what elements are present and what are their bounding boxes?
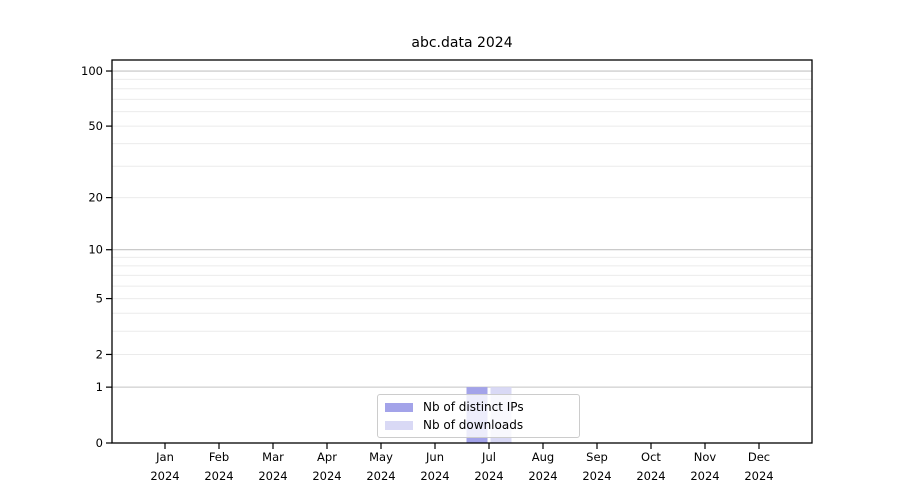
- legend-item-downloads: Nb of downloads: [385, 417, 579, 433]
- legend-swatch-downloads: [385, 420, 413, 430]
- y-tick-label: 20: [88, 191, 103, 205]
- x-tick-label-year: 2024: [366, 469, 395, 483]
- x-tick-label-year: 2024: [312, 469, 341, 483]
- x-tick-label-year: 2024: [744, 469, 773, 483]
- x-tick-label-month: Feb: [209, 450, 229, 464]
- x-tick-label-month: Dec: [748, 450, 770, 464]
- legend-item-distinct-ips: Nb of distinct IPs: [385, 399, 579, 415]
- x-tick-label-year: 2024: [690, 469, 719, 483]
- x-tick-label-month: Aug: [532, 450, 554, 464]
- y-tick-label: 5: [96, 292, 103, 306]
- x-tick-label-year: 2024: [204, 469, 233, 483]
- y-tick-label: 50: [88, 119, 103, 133]
- x-tick-label-month: Oct: [641, 450, 661, 464]
- x-tick-label-month: Jan: [155, 450, 174, 464]
- y-tick-label: 100: [81, 64, 103, 78]
- chart-title: abc.data 2024: [411, 35, 513, 51]
- x-tick-label-year: 2024: [636, 469, 665, 483]
- x-tick-label-month: Apr: [317, 450, 337, 464]
- x-tick-label-year: 2024: [420, 469, 449, 483]
- x-tick-label-month: Jul: [481, 450, 496, 464]
- legend-label-downloads: Nb of downloads: [423, 418, 524, 432]
- legend-swatch-distinct-ips: [385, 402, 413, 412]
- x-tick-label-month: Mar: [262, 450, 284, 464]
- legend: Nb of distinct IPs Nb of downloads: [377, 394, 580, 438]
- x-tick-label-month: Jun: [425, 450, 444, 464]
- y-tick-label: 1: [96, 380, 103, 394]
- x-tick-label-year: 2024: [150, 469, 179, 483]
- x-tick-label-month: Sep: [586, 450, 608, 464]
- x-tick-label-year: 2024: [258, 469, 287, 483]
- y-tick-label: 10: [88, 243, 103, 257]
- x-tick-label-year: 2024: [528, 469, 557, 483]
- x-tick-label-month: Nov: [694, 450, 717, 464]
- x-tick-label-year: 2024: [582, 469, 611, 483]
- legend-label-distinct-ips: Nb of distinct IPs: [423, 400, 524, 414]
- x-tick-label-year: 2024: [474, 469, 503, 483]
- x-tick-label-month: May: [369, 450, 393, 464]
- y-tick-label: 0: [96, 436, 103, 450]
- axes-frame: [111, 59, 813, 444]
- y-tick-label: 2: [96, 347, 103, 361]
